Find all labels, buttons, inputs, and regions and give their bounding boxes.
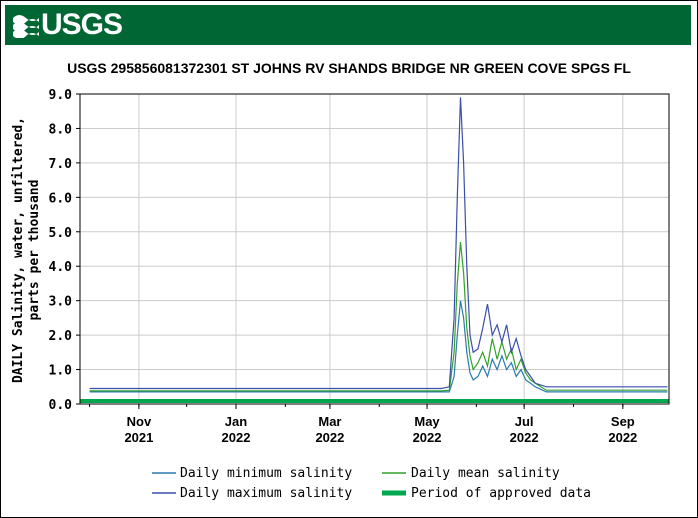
y-tick-label: 2.0 bbox=[49, 329, 73, 344]
y-tick-label: 4.0 bbox=[49, 260, 73, 275]
usgs-logo-text: USGS bbox=[41, 8, 123, 41]
y-tick-label: 3.0 bbox=[49, 295, 73, 310]
y-tick-label: 1.0 bbox=[49, 364, 73, 379]
legend-label-min: Daily minimum salinity bbox=[180, 466, 353, 481]
x-tick-label-year: 2022 bbox=[413, 430, 442, 445]
usgs-wave-icon bbox=[13, 15, 39, 38]
legend-item-approved: Period of approved data bbox=[411, 486, 591, 501]
x-tick-label-month: Jan bbox=[225, 414, 247, 429]
legend-label-mean: Daily mean salinity bbox=[411, 466, 560, 481]
series-line-max bbox=[89, 97, 668, 390]
x-tick-label-month: Mar bbox=[318, 414, 341, 429]
plot-border bbox=[79, 93, 670, 405]
y-tick-label: 5.0 bbox=[49, 226, 73, 241]
y-tick-label: 6.0 bbox=[49, 191, 73, 206]
x-tick-label-year: 2021 bbox=[124, 430, 153, 445]
y-tick-label: 9.0 bbox=[49, 88, 73, 103]
x-tick-label-month: May bbox=[414, 414, 440, 429]
y-tick-label: 8.0 bbox=[49, 122, 73, 137]
legend-item-mean: Daily mean salinity bbox=[411, 466, 560, 481]
legend-label-approved: Period of approved data bbox=[411, 486, 592, 501]
legend-item-max: Daily maximum salinity bbox=[180, 486, 352, 501]
x-tick-label-month: Sep bbox=[611, 414, 635, 429]
x-tick-label-year: 2022 bbox=[222, 430, 251, 445]
y-axis-label-line2: parts per thousand bbox=[27, 180, 42, 321]
y-tick-label: 7.0 bbox=[49, 157, 73, 172]
usgs-banner: USGS bbox=[5, 5, 691, 45]
x-tick-label-month: Nov bbox=[127, 414, 152, 429]
legend-item-min: Daily minimum salinity bbox=[180, 466, 352, 481]
legend-label-max: Daily maximum salinity bbox=[180, 486, 353, 501]
plot-area bbox=[80, 94, 669, 404]
series-line-mean bbox=[89, 242, 668, 392]
y-axis-label-line1: DAILY Salinity, water, unfiltered, bbox=[11, 117, 26, 383]
x-tick-label-year: 2022 bbox=[608, 430, 637, 445]
y-tick-label: 0.0 bbox=[49, 398, 73, 413]
chart-title: USGS 295856081372301 ST JOHNS RV SHANDS … bbox=[67, 60, 631, 76]
x-tick-label-year: 2022 bbox=[315, 430, 344, 445]
series-line-min bbox=[89, 300, 668, 393]
x-tick-label-year: 2022 bbox=[510, 430, 539, 445]
x-tick-label-month: Jul bbox=[515, 414, 534, 429]
